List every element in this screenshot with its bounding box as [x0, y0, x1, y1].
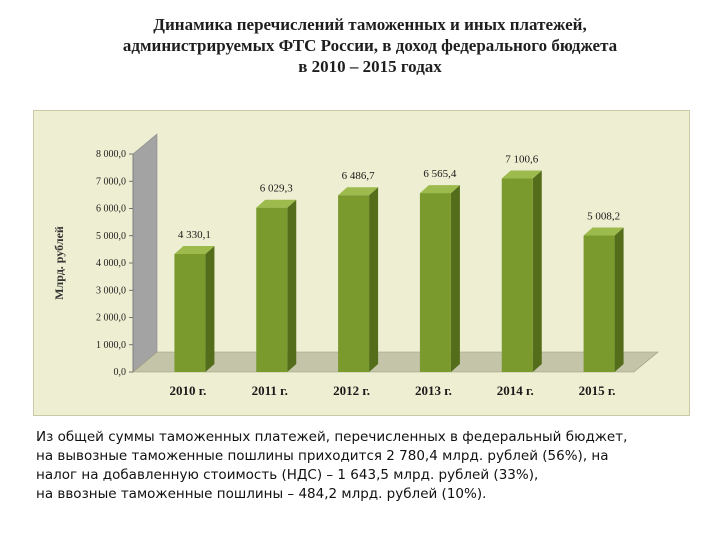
bar-top — [256, 199, 297, 208]
y-tick-label: 1 000,0 — [96, 340, 126, 351]
bar-value-label: 4 330,1 — [178, 229, 211, 241]
chart-title-line: в 2010 – 2015 годах — [298, 57, 442, 76]
bar — [256, 207, 288, 372]
bar-value-label: 5 008,2 — [587, 211, 620, 223]
bar — [501, 178, 533, 372]
chart-title-line: Динамика перечислений таможенных и иных … — [153, 15, 587, 34]
chart-wall — [132, 133, 158, 373]
y-tick-label: 5 000,0 — [96, 231, 126, 242]
caption-text: Из общей суммы таможенных платежей, пере… — [36, 428, 696, 504]
x-tick-label: 2015 г. — [579, 383, 616, 398]
caption-line: на вывозные таможенные пошлины приходитс… — [36, 448, 609, 464]
bar-side — [614, 227, 624, 372]
bar-side — [205, 246, 215, 372]
bar-top — [419, 185, 460, 194]
bar-side — [287, 199, 297, 372]
bar — [419, 193, 451, 372]
y-tick-label: 7 000,0 — [96, 176, 126, 187]
bar-chart: 0,0 1 000,0 2 000,0 3 000,0 4 000,0 5 000,0 6 … — [52, 133, 659, 398]
caption-line: Из общей суммы таможенных платежей, пере… — [36, 429, 628, 445]
bar — [583, 235, 615, 372]
x-tick-label: 2010 г. — [169, 383, 206, 398]
bar-top — [501, 170, 542, 179]
y-tick-label: 4 000,0 — [96, 258, 126, 269]
bar-value-label: 6 029,3 — [260, 183, 294, 195]
bar — [338, 195, 370, 372]
x-tick-label: 2012 г. — [333, 383, 370, 398]
bar-side — [532, 170, 542, 372]
y-tick-label: 3 000,0 — [96, 285, 126, 296]
bar-side — [450, 185, 460, 372]
x-tick-label: 2013 г. — [415, 383, 452, 398]
y-tick-label: 2 000,0 — [96, 313, 126, 324]
x-tick-label: 2014 г. — [497, 383, 534, 398]
y-tick-label: 0,0 — [114, 367, 127, 378]
y-tick-label: 6 000,0 — [96, 204, 126, 215]
chart-title-line: администрируемых ФТС России, в доход фед… — [122, 36, 618, 55]
bar-top — [174, 246, 215, 255]
bar-side — [369, 187, 379, 372]
bar-value-label: 6 565,4 — [423, 168, 457, 180]
bar-value-label: 6 486,7 — [342, 170, 376, 182]
caption-line: налог на добавленную стоимость (НДС) – 1… — [36, 467, 539, 483]
bar-value-label: 7 100,6 — [505, 154, 539, 166]
caption-line: на ввозные таможенные пошлины – 484,2 мл… — [36, 486, 487, 502]
y-tick-label: 8 000,0 — [96, 149, 126, 160]
bar — [174, 254, 206, 372]
bar-top — [338, 187, 379, 196]
chart-title: Динамика перечислений таможенных и иных … — [60, 14, 680, 77]
bar-top — [583, 227, 624, 236]
x-tick-label: 2011 г. — [252, 383, 288, 398]
y-axis-label: Млрд. рублей — [52, 226, 66, 300]
